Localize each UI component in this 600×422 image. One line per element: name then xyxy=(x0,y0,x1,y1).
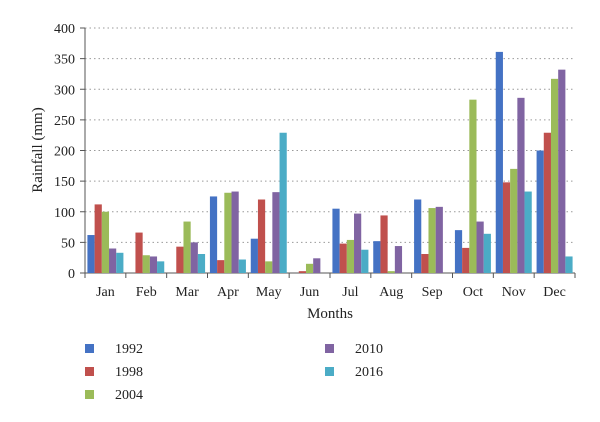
legend-label-2016: 2016 xyxy=(355,365,383,380)
x-tick-label-dec: Dec xyxy=(543,285,566,300)
bar-2004-dec xyxy=(550,78,559,273)
bar-2010-jan xyxy=(109,248,117,273)
x-tick-label-aug: Aug xyxy=(379,285,403,300)
bar-1998-oct xyxy=(462,247,470,273)
y-tick-label: 200 xyxy=(54,145,75,160)
x-tick-label-jul: Jul xyxy=(342,285,358,300)
bar-2004-nov xyxy=(510,168,518,274)
bar-2010-nov xyxy=(517,97,525,273)
legend-swatch-2004 xyxy=(85,390,94,399)
legend-label-1992: 1992 xyxy=(115,342,143,357)
bar-1998-apr xyxy=(217,260,225,273)
bar-2004-apr xyxy=(224,192,232,273)
bar-1992-sep xyxy=(414,199,422,273)
x-tick-label-jun: Jun xyxy=(300,285,319,300)
bar-2010-oct xyxy=(476,221,484,273)
y-tick-label: 150 xyxy=(54,175,75,190)
bar-2010-mar xyxy=(190,242,198,274)
bar-1998-dec xyxy=(543,132,551,273)
bar-2010-apr xyxy=(231,191,239,273)
bar-1992-jan xyxy=(87,235,95,273)
x-tick-label-feb: Feb xyxy=(136,285,157,300)
bar-1992-dec xyxy=(536,150,544,273)
tick-labels: 0 50 100 150 200 250 300 350 400 Jan Feb Mar Apr May J… xyxy=(54,22,566,300)
bar-2016-feb xyxy=(157,261,165,273)
bar-1998-nov xyxy=(502,182,511,273)
bar-1998-aug xyxy=(380,215,388,273)
bar-1998-feb xyxy=(135,232,143,273)
legend-swatch-1992 xyxy=(85,344,94,353)
x-tick-label-nov: Nov xyxy=(502,285,526,300)
x-tick-label-sep: Sep xyxy=(422,285,443,300)
bar-2016-apr xyxy=(238,259,246,273)
x-axis-title: Months xyxy=(307,306,353,322)
bar-2004-jun xyxy=(305,263,314,273)
grid-lines xyxy=(85,27,575,243)
bars xyxy=(87,51,573,274)
y-tick-label: 250 xyxy=(54,114,75,129)
bar-2004-jul xyxy=(346,239,355,273)
bar-2010-jun xyxy=(313,258,321,273)
legend-swatch-1998 xyxy=(85,367,94,376)
bar-2004-mar xyxy=(183,221,191,273)
y-tick-label: 100 xyxy=(54,206,75,221)
bar-2004-aug xyxy=(387,271,395,273)
bar-1998-jan xyxy=(94,204,102,273)
bar-2010-feb xyxy=(149,256,158,273)
bar-2016-oct xyxy=(483,233,491,273)
bar-2004-jan xyxy=(101,211,110,273)
bar-1992-apr xyxy=(209,196,218,273)
legend: 1992 1998 2004 2010 2016 xyxy=(85,342,383,403)
bar-1998-jun xyxy=(298,271,306,273)
bar-1998-sep xyxy=(421,254,429,273)
bar-2016-may xyxy=(279,132,287,273)
y-tick-label: 50 xyxy=(61,236,75,251)
y-tick-label: 350 xyxy=(54,53,75,68)
bar-2016-jan xyxy=(116,252,124,273)
bar-2004-feb xyxy=(142,255,150,273)
x-tick-label-apr: Apr xyxy=(217,285,239,300)
legend-label-1998: 1998 xyxy=(115,365,143,380)
bar-2004-sep xyxy=(428,208,436,273)
x-tick-label-jan: Jan xyxy=(96,285,115,300)
bar-2010-dec xyxy=(558,69,566,274)
y-tick-label: 300 xyxy=(54,83,75,98)
bar-1992-may xyxy=(250,238,258,273)
bar-2010-aug xyxy=(394,246,403,273)
bar-1998-jul xyxy=(339,243,347,273)
bar-2010-sep xyxy=(435,206,443,273)
y-tick-label: 0 xyxy=(68,267,75,282)
legend-swatch-2016 xyxy=(325,367,334,376)
y-axis-title: Rainfall (mm) xyxy=(30,107,46,192)
bar-2016-nov xyxy=(524,191,532,273)
x-tick-label-oct: Oct xyxy=(463,285,483,300)
bar-2010-jul xyxy=(354,213,362,273)
bar-2004-oct xyxy=(469,99,477,273)
bar-1992-nov xyxy=(495,51,503,273)
bar-2016-dec xyxy=(565,256,573,273)
y-tick-label: 400 xyxy=(54,22,75,37)
bar-1992-oct xyxy=(454,230,463,274)
legend-label-2010: 2010 xyxy=(355,342,383,357)
bar-1992-aug xyxy=(373,241,381,273)
bar-1992-jul xyxy=(332,208,340,273)
x-tick-label-may: May xyxy=(256,285,282,300)
bar-2016-jul xyxy=(361,249,369,273)
bar-1998-mar xyxy=(176,246,184,273)
legend-label-2004: 2004 xyxy=(115,388,143,403)
bar-2010-may xyxy=(272,192,280,273)
bar-2016-mar xyxy=(197,254,206,273)
axes xyxy=(80,27,576,278)
bar-2004-may xyxy=(265,261,273,273)
bar-1998-may xyxy=(257,199,266,273)
x-tick-label-mar: Mar xyxy=(175,285,199,300)
legend-swatch-2010 xyxy=(325,344,334,353)
